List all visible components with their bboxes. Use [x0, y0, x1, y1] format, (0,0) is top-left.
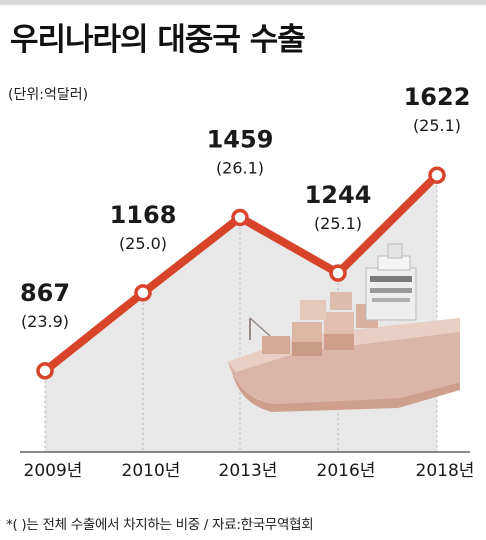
value-label: 1622: [404, 83, 471, 111]
share-label: (25.1): [413, 116, 461, 135]
footnote: *( )는 전체 수출에서 차지하는 비중 / 자료:한국무역협회: [6, 517, 314, 533]
top-rule: [0, 0, 486, 5]
value-label: 867: [20, 279, 70, 307]
x-tick-label: 2009년: [24, 461, 83, 481]
grid-layer: [44, 175, 438, 452]
x-tick-label: 2013년: [219, 461, 278, 481]
data-point-marker: [329, 264, 347, 282]
x-tick-label: 2018년: [416, 461, 475, 481]
data-label-layer: 867 (23.9) 1168 (25.0) 1459 (26.1) 1244 (25.1) 1…: [20, 83, 470, 331]
share-label: (26.1): [216, 158, 264, 177]
value-label: 1168: [110, 201, 177, 229]
x-tick-label: 2016년: [317, 461, 376, 481]
value-label: 1244: [305, 181, 372, 209]
data-point-marker: [134, 284, 152, 302]
data-point-marker: [231, 208, 249, 227]
data-point-marker: [428, 166, 446, 184]
chart-title: 우리나라의 대중국 수출: [10, 22, 306, 58]
x-tick-label-layer: 2009년 2010년 2013년 2016년 2018년: [24, 461, 475, 481]
marker-layer: [36, 166, 446, 380]
share-label: (23.9): [21, 312, 69, 331]
cargo-ship-illustration: [228, 243, 460, 412]
value-label: 1459: [207, 125, 274, 153]
data-point-marker: [36, 362, 54, 380]
unit-note: (단위:억달러): [8, 87, 89, 103]
x-tick-label: 2010년: [122, 461, 181, 481]
share-label: (25.0): [119, 234, 167, 253]
share-label: (25.1): [314, 214, 362, 233]
